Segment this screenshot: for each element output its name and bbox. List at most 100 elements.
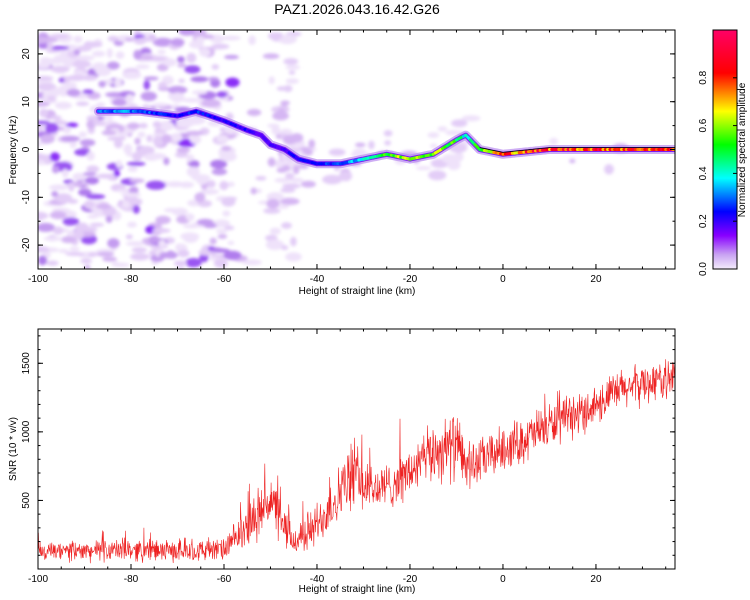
noise-blob xyxy=(60,135,81,142)
noise-blob xyxy=(280,187,296,193)
noise-blob xyxy=(255,176,267,181)
noise-blob xyxy=(107,136,126,142)
noise-blob xyxy=(224,54,239,60)
noise-blob xyxy=(68,182,75,192)
noise-blob xyxy=(461,115,481,122)
noise-blob xyxy=(276,86,287,91)
noise-blob xyxy=(549,137,559,145)
noise-blob xyxy=(155,215,171,225)
noise-blob xyxy=(178,30,195,36)
noise-blob xyxy=(279,197,300,205)
noise-blob xyxy=(200,188,220,195)
noise-blob xyxy=(271,125,281,135)
x-tick-label: 0 xyxy=(500,574,506,585)
noise-blob xyxy=(148,235,160,244)
noise-blob xyxy=(428,170,447,181)
noise-blob xyxy=(38,101,50,107)
noise-blob xyxy=(176,147,191,153)
noise-blob xyxy=(189,160,200,169)
colorbar-tick-label: 0.0 xyxy=(698,262,709,276)
x-tick-label: 20 xyxy=(590,574,602,585)
noise-blob xyxy=(115,160,123,169)
top-x-ticks: -100 -80 -60 -40 -20 0 20 xyxy=(28,30,667,285)
y-tick-label: 1500 xyxy=(21,352,32,375)
x-tick-label: -80 xyxy=(124,274,139,285)
noise-blob xyxy=(50,115,62,120)
noise-blob xyxy=(143,80,151,90)
noise-blob xyxy=(127,166,138,172)
noise-blob xyxy=(145,180,166,190)
x-tick-label: -100 xyxy=(28,274,48,285)
noise-blob xyxy=(158,252,178,259)
noise-blob xyxy=(211,168,228,176)
noise-blob xyxy=(280,100,290,106)
noise-blob xyxy=(114,138,123,149)
noise-blob xyxy=(268,32,283,40)
noise-blob xyxy=(282,183,301,189)
noise-blob xyxy=(83,200,95,209)
noise-blob xyxy=(101,130,117,136)
noise-blob xyxy=(184,65,201,74)
noise-blob xyxy=(55,193,73,204)
noise-blob xyxy=(248,35,256,46)
noise-blob xyxy=(209,237,217,245)
noise-blob xyxy=(210,248,230,253)
noise-blob xyxy=(206,180,216,188)
noise-blob xyxy=(415,166,432,171)
noise-blob xyxy=(263,207,281,214)
noise-blob xyxy=(95,66,111,77)
noise-blob xyxy=(445,130,462,136)
noise-blob xyxy=(171,132,183,143)
noise-blob xyxy=(281,245,289,251)
noise-blob xyxy=(157,49,166,55)
noise-blob xyxy=(66,74,87,81)
noise-blob xyxy=(38,213,44,221)
noise-blob xyxy=(65,122,79,128)
noise-blob xyxy=(437,126,448,132)
noise-blob xyxy=(216,91,228,98)
noise-blob xyxy=(92,50,106,57)
y-tick-label: 10 xyxy=(21,96,32,108)
noise-blob xyxy=(84,177,99,185)
y-tick-label: -20 xyxy=(21,237,32,252)
noise-blob xyxy=(185,115,206,125)
noise-blob xyxy=(63,126,71,134)
noise-blob xyxy=(265,239,284,250)
noise-blob xyxy=(65,251,85,256)
noise-blob xyxy=(113,77,123,88)
noise-blob xyxy=(262,53,280,60)
noise-blob xyxy=(276,167,287,173)
noise-blob xyxy=(272,111,289,121)
noise-blob xyxy=(219,151,237,162)
noise-blob xyxy=(274,177,291,183)
noise-blob xyxy=(126,122,140,130)
noise-blob xyxy=(61,168,69,178)
noise-blob xyxy=(135,64,150,69)
noise-blob xyxy=(170,92,185,103)
noise-blob xyxy=(38,125,44,132)
x-tick-label: 20 xyxy=(590,274,602,285)
noise-blob xyxy=(190,76,209,83)
noise-blob xyxy=(167,85,188,94)
noise-blob xyxy=(102,256,117,262)
snr-panel: -100 -80 -60 -40 -20 0 20 500 1000 1500 Height o… xyxy=(8,328,676,595)
noise-blob xyxy=(52,226,64,235)
noise-blob xyxy=(139,122,148,129)
noise-blob xyxy=(219,180,229,191)
noise-blob xyxy=(177,56,185,63)
noise-blob xyxy=(152,102,168,107)
x-tick-label: -20 xyxy=(403,574,418,585)
noise-blob xyxy=(129,178,145,183)
noise-blob xyxy=(173,260,188,267)
noise-blob xyxy=(105,214,113,223)
noise-blob xyxy=(122,71,142,80)
noise-blob xyxy=(38,36,49,44)
noise-blob xyxy=(269,227,281,235)
noise-blob xyxy=(152,135,165,147)
noise-blob xyxy=(246,108,262,117)
bottom-x-ticks: -100 -80 -60 -40 -20 0 20 xyxy=(28,329,667,585)
noise-blob xyxy=(73,35,83,43)
noise-blob xyxy=(451,119,468,128)
noise-blob xyxy=(368,140,375,150)
noise-blob xyxy=(51,191,59,197)
